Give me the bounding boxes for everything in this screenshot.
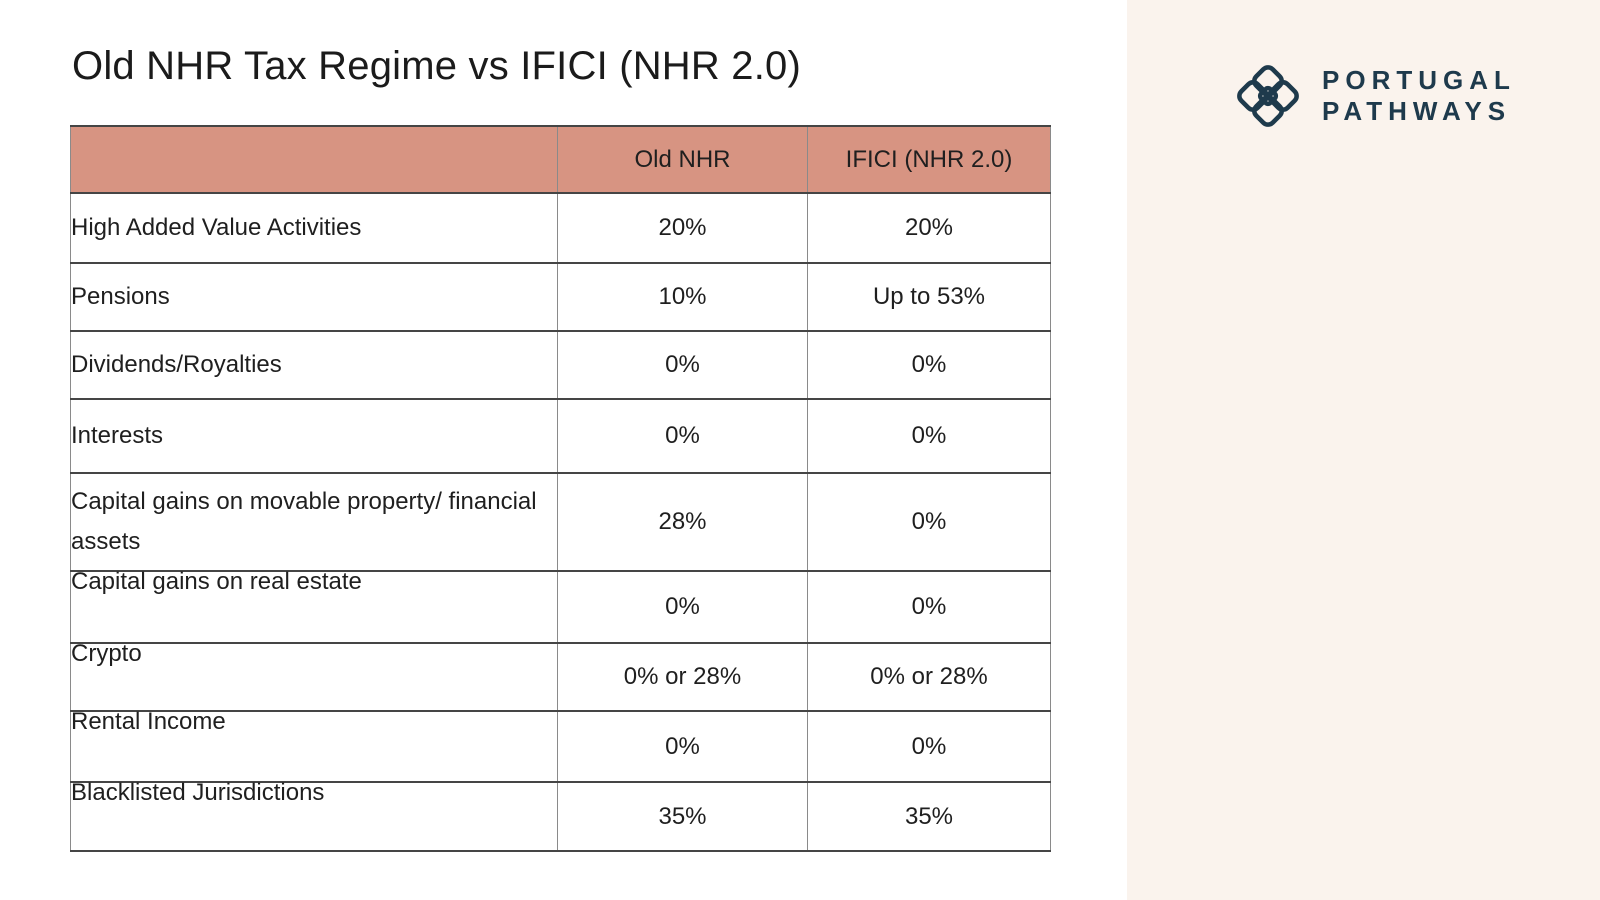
portugal-pathways-logo: PORTUGAL PATHWAYS bbox=[1228, 56, 1516, 136]
ifici-value: Up to 53% bbox=[807, 262, 1051, 332]
row-label: Pensions bbox=[70, 262, 558, 332]
old-nhr-value: 0% bbox=[557, 330, 808, 400]
interlocked-diamond-knot-icon bbox=[1228, 56, 1308, 136]
column-header-old-nhr: Old NHR bbox=[557, 125, 808, 194]
table-row: High Added Value Activities 20% 20% bbox=[70, 192, 1051, 264]
row-label: Capital gains on real estate bbox=[70, 568, 558, 644]
row-label: Interests bbox=[70, 398, 558, 474]
old-nhr-value: 20% bbox=[557, 192, 808, 264]
row-label-text: Rental Income bbox=[71, 708, 226, 735]
header-row: Old NHR IFICI (NHR 2.0) bbox=[70, 125, 1051, 194]
old-nhr-value: 28% bbox=[557, 472, 808, 572]
ifici-value: 35% bbox=[807, 781, 1051, 852]
comparison-table-wrap: Old NHR IFICI (NHR 2.0) High Added Value… bbox=[70, 125, 1051, 852]
logo-text-line2: PATHWAYS bbox=[1322, 96, 1512, 126]
table-row: Crypto 0% or 28% 0% or 28% bbox=[70, 640, 1051, 712]
row-label: Capital gains on movable property/ finan… bbox=[70, 472, 558, 572]
ifici-value: 0% bbox=[807, 710, 1051, 783]
comparison-table: Old NHR IFICI (NHR 2.0) High Added Value… bbox=[70, 125, 1051, 852]
table-row: Capital gains on movable property/ finan… bbox=[70, 472, 1051, 572]
row-label: Crypto bbox=[70, 640, 558, 712]
table-row: Blacklisted Jurisdictions 35% 35% bbox=[70, 779, 1051, 852]
row-label-text: Capital gains on real estate bbox=[71, 568, 362, 595]
logo-text: PORTUGAL PATHWAYS bbox=[1322, 65, 1516, 127]
table-row: Pensions 10% Up to 53% bbox=[70, 262, 1051, 332]
ifici-value: 0% or 28% bbox=[807, 642, 1051, 712]
ifici-value: 0% bbox=[807, 398, 1051, 474]
old-nhr-value: 0% bbox=[557, 570, 808, 644]
table-row: Capital gains on real estate 0% 0% bbox=[70, 568, 1051, 644]
row-label: Dividends/Royalties bbox=[70, 330, 558, 400]
old-nhr-value: 10% bbox=[557, 262, 808, 332]
row-label: High Added Value Activities bbox=[70, 192, 558, 264]
row-label-text: Crypto bbox=[71, 640, 142, 667]
logo-text-line1: PORTUGAL bbox=[1322, 65, 1516, 95]
row-label-text: Blacklisted Jurisdictions bbox=[71, 779, 325, 806]
table-row: Rental Income 0% 0% bbox=[70, 708, 1051, 783]
ifici-value: 0% bbox=[807, 570, 1051, 644]
row-label: Blacklisted Jurisdictions bbox=[70, 779, 558, 852]
old-nhr-value: 35% bbox=[557, 781, 808, 852]
old-nhr-value: 0% bbox=[557, 398, 808, 474]
table-row: Interests 0% 0% bbox=[70, 398, 1051, 474]
column-header-blank bbox=[70, 125, 558, 194]
row-label: Rental Income bbox=[70, 708, 558, 783]
ifici-value: 20% bbox=[807, 192, 1051, 264]
page-title: Old NHR Tax Regime vs IFICI (NHR 2.0) bbox=[72, 44, 802, 88]
old-nhr-value: 0% bbox=[557, 710, 808, 783]
table-row: Dividends/Royalties 0% 0% bbox=[70, 330, 1051, 400]
old-nhr-value: 0% or 28% bbox=[557, 642, 808, 712]
side-panel bbox=[1127, 0, 1600, 900]
ifici-value: 0% bbox=[807, 330, 1051, 400]
ifici-value: 0% bbox=[807, 472, 1051, 572]
column-header-ifici: IFICI (NHR 2.0) bbox=[807, 125, 1051, 194]
